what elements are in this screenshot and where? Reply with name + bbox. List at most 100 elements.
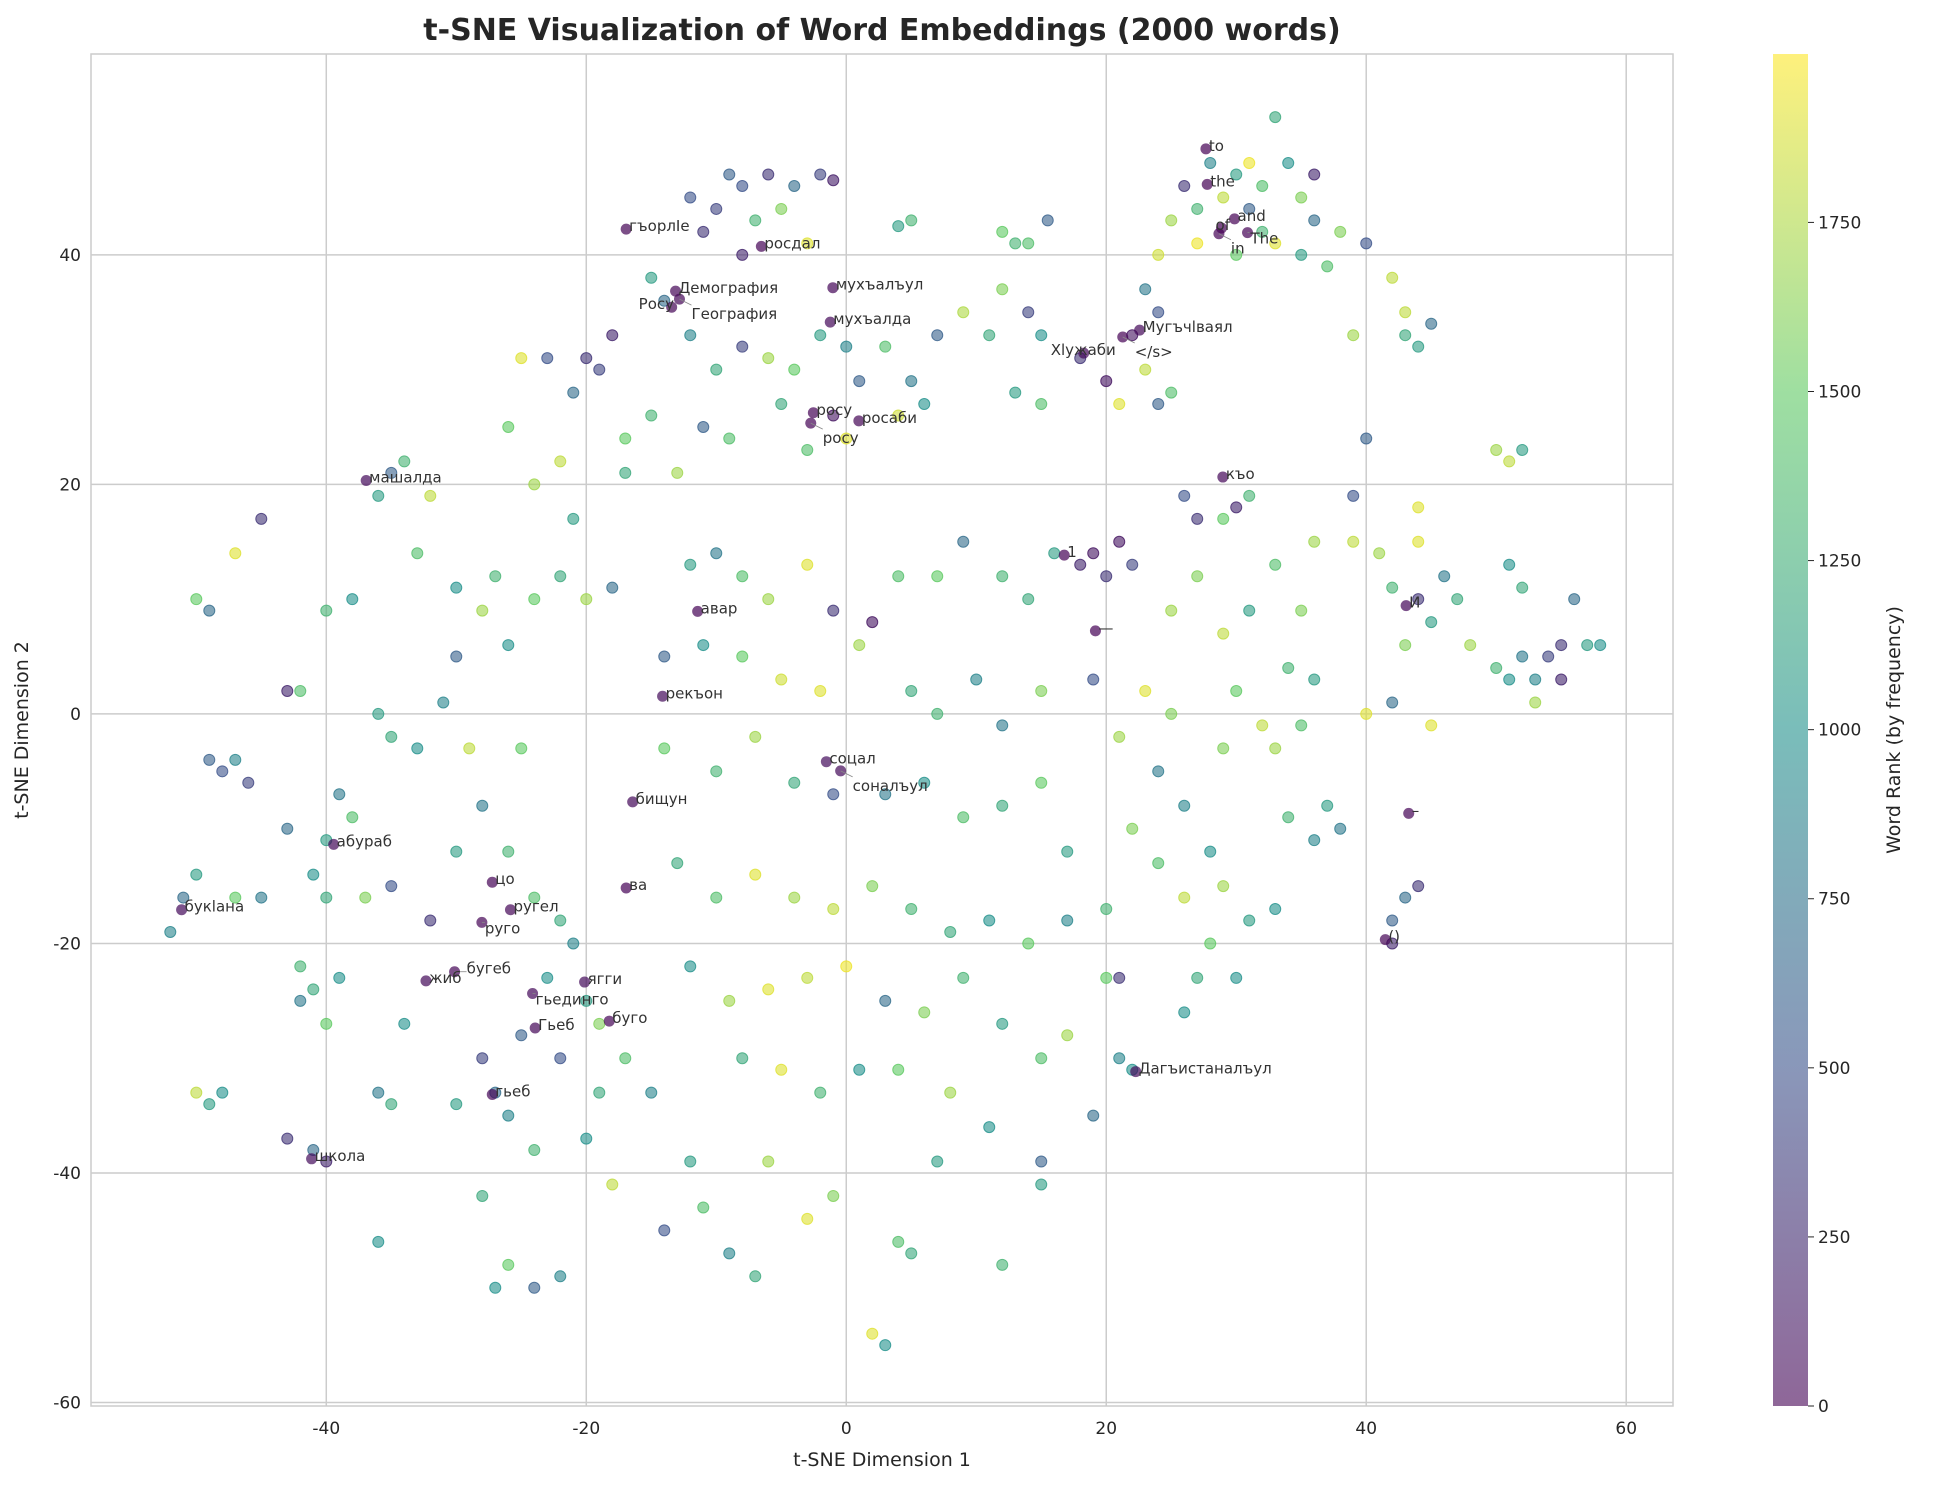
data-point (658, 650, 671, 663)
data-point (1113, 971, 1126, 984)
data-point (1529, 673, 1542, 686)
data-point (372, 1235, 385, 1248)
data-point (554, 455, 567, 468)
data-point (801, 1212, 814, 1225)
data-point (1269, 558, 1282, 571)
data-point (489, 570, 502, 583)
word-label: гьединго (536, 991, 609, 1009)
data-point (684, 329, 697, 342)
labeled-data-point (627, 796, 639, 808)
data-point (1230, 501, 1243, 514)
data-point (1503, 558, 1516, 571)
data-point (463, 742, 476, 755)
data-point (749, 1270, 762, 1283)
data-point (398, 455, 411, 468)
data-point (1126, 822, 1139, 835)
data-point (645, 409, 658, 422)
data-point (1347, 329, 1360, 342)
data-point (645, 271, 658, 284)
word-label: мухъалъул (836, 276, 924, 294)
data-point (775, 202, 788, 215)
data-point (658, 742, 671, 755)
word-label: авар (701, 599, 738, 617)
data-point (1204, 157, 1217, 170)
word-label: мухъалда (833, 310, 911, 328)
data-point (1152, 857, 1165, 870)
data-point (788, 363, 801, 376)
data-point (983, 1121, 996, 1134)
data-point (333, 971, 346, 984)
data-point (710, 891, 723, 904)
word-label: of (1216, 216, 1231, 234)
data-point (1087, 1109, 1100, 1122)
data-point (1256, 225, 1269, 238)
data-point (996, 1017, 1009, 1030)
data-point (372, 1086, 385, 1099)
data-point (1022, 593, 1035, 606)
word-label: росаби (862, 409, 917, 427)
data-point (411, 742, 424, 755)
data-point (866, 1327, 879, 1340)
data-point (1165, 214, 1178, 227)
data-point (580, 352, 593, 365)
data-point (671, 466, 684, 479)
data-point (502, 421, 515, 434)
data-point (450, 1098, 463, 1111)
x-axis-label: t-SNE Dimension 1 (793, 1449, 971, 1471)
points-layer (164, 111, 1607, 1352)
labeled-data-point (620, 882, 632, 894)
data-point (1100, 375, 1113, 388)
labeled-data-point (420, 975, 432, 987)
data-point (424, 914, 437, 927)
data-point (1230, 684, 1243, 697)
labeled-data-point (657, 690, 669, 702)
data-point (762, 1155, 775, 1168)
data-point (749, 214, 762, 227)
data-point (1204, 937, 1217, 950)
data-point (1152, 398, 1165, 411)
data-point (424, 489, 437, 502)
data-point (983, 914, 996, 927)
data-point (1555, 639, 1568, 652)
labeled-data-point (1229, 213, 1241, 225)
data-point (1360, 237, 1373, 250)
word-label: in (1231, 240, 1245, 258)
data-point (892, 220, 905, 233)
data-point (918, 776, 931, 789)
data-point (372, 489, 385, 502)
word-label: машалда (369, 469, 442, 487)
data-point (892, 1235, 905, 1248)
labeled-data-point (1058, 549, 1070, 561)
word-label: Росу (639, 295, 674, 313)
data-point (593, 1086, 606, 1099)
data-point (736, 248, 749, 261)
labeled-data-point (1078, 347, 1090, 359)
data-point (502, 1258, 515, 1271)
data-point (879, 1339, 892, 1352)
data-point (450, 581, 463, 594)
data-point (996, 570, 1009, 583)
data-point (1035, 1052, 1048, 1065)
word-label: География (691, 305, 777, 323)
word-label: ругел (513, 898, 558, 916)
data-point (1178, 1006, 1191, 1019)
data-point (762, 983, 775, 996)
data-point (307, 868, 320, 881)
y-tick-label: -40 (53, 1164, 81, 1184)
data-point (1035, 776, 1048, 789)
data-point (1334, 225, 1347, 238)
data-point (1217, 627, 1230, 640)
data-point (1048, 547, 1061, 560)
data-point (1568, 593, 1581, 606)
data-point (1412, 535, 1425, 548)
colorbar (1773, 54, 1808, 1406)
data-point (1113, 1052, 1126, 1065)
data-point (1412, 501, 1425, 514)
data-point (515, 352, 528, 365)
data-point (1269, 237, 1282, 250)
word-label: бищун (636, 790, 688, 808)
data-point (957, 811, 970, 824)
data-point (905, 375, 918, 388)
data-point (528, 478, 541, 491)
data-point (203, 1098, 216, 1111)
